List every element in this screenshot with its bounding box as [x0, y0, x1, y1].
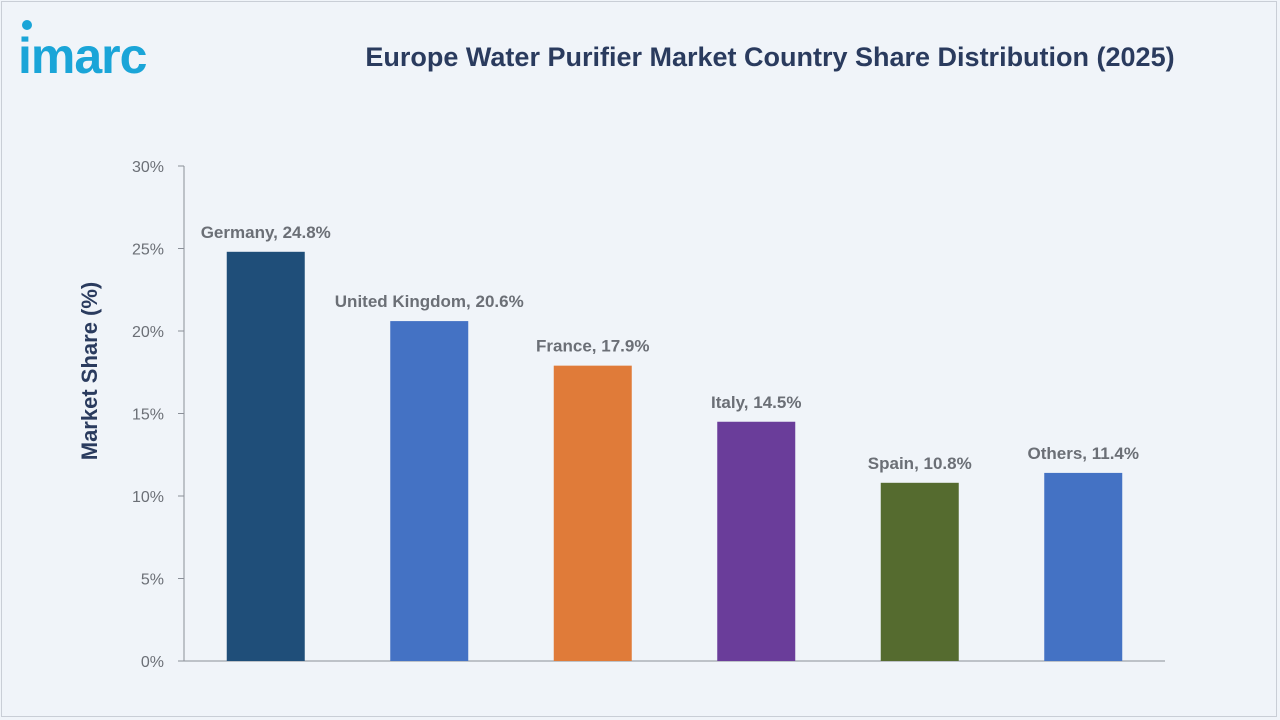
data-label: Others, 11.4% — [1027, 444, 1139, 463]
y-tick-label: 5% — [141, 572, 164, 589]
y-tick-label: 15% — [132, 407, 164, 424]
chart-title: Europe Water Purifier Market Country Sha… — [365, 42, 1175, 72]
y-tick-label: 20% — [132, 324, 164, 341]
y-tick-label: 30% — [132, 159, 164, 176]
bar-united-kingdom — [390, 321, 469, 661]
bar-others — [1044, 472, 1123, 661]
bar-italy — [717, 421, 796, 661]
bar-germany — [226, 251, 305, 662]
y-axis-title: Market Share (%) — [77, 282, 102, 461]
data-label: France, 17.9% — [536, 337, 649, 356]
data-label: Germany, 24.8% — [201, 223, 331, 242]
bar-spain — [880, 482, 959, 661]
logo-dot — [22, 20, 32, 30]
data-label: United Kingdom, 20.6% — [335, 292, 524, 311]
imarc-logo: imarc — [18, 20, 148, 80]
y-tick-label: 0% — [141, 654, 164, 671]
logo-text: imarc — [18, 28, 147, 80]
bar-france — [553, 365, 632, 661]
y-tick-label: 25% — [132, 242, 164, 259]
data-label: Spain, 10.8% — [868, 454, 972, 473]
y-tick-label: 10% — [132, 489, 164, 506]
data-label: Italy, 14.5% — [711, 393, 801, 412]
